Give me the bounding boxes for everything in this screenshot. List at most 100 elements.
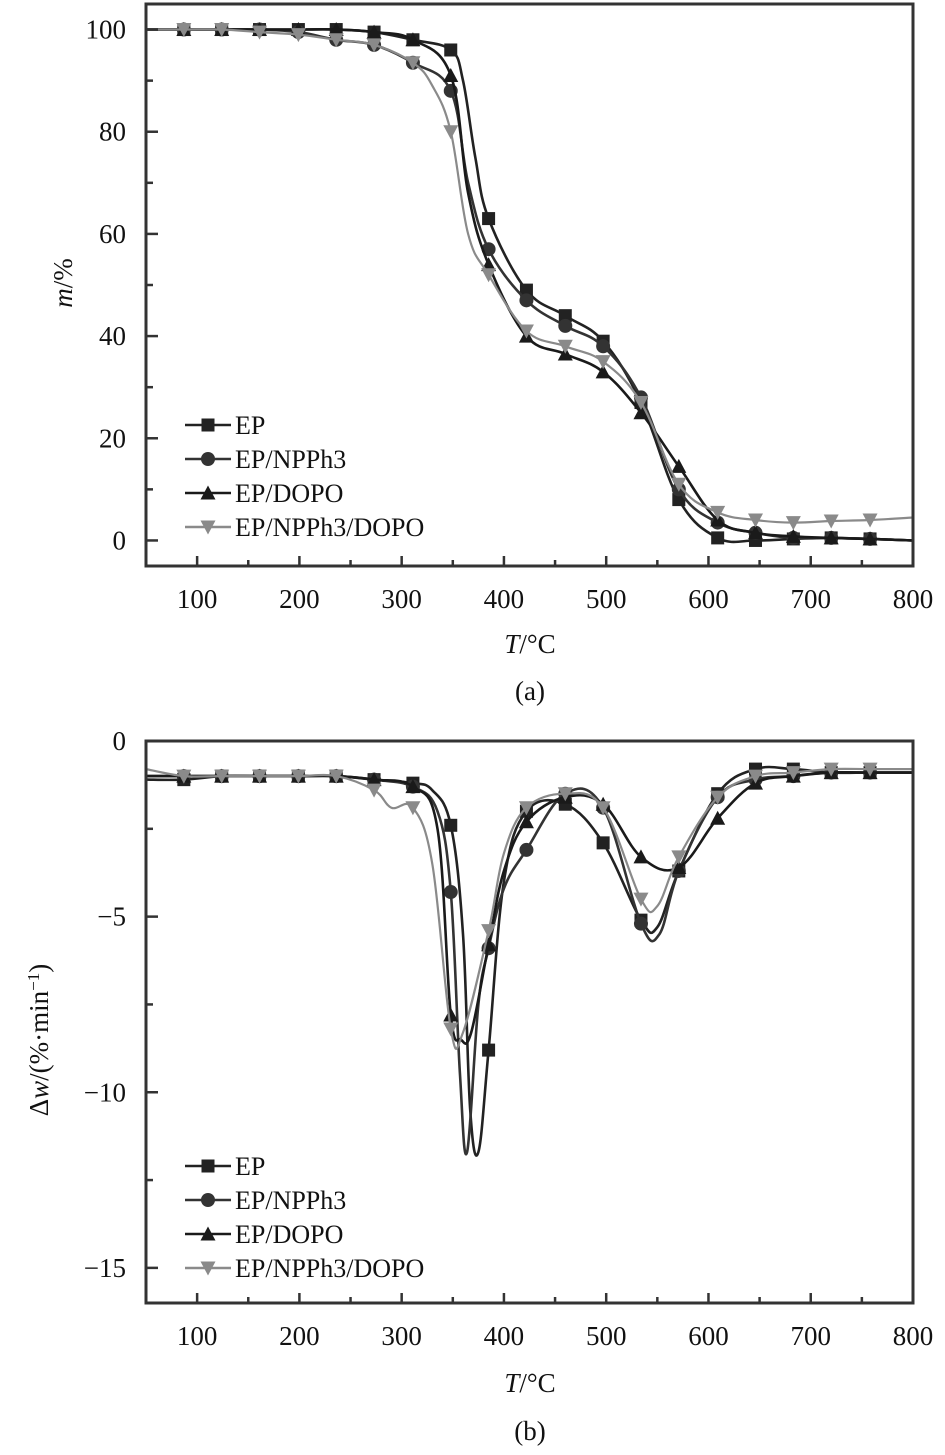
data-point bbox=[595, 801, 611, 816]
data-point bbox=[366, 38, 382, 53]
data-point bbox=[519, 283, 533, 297]
legend-label: EP/NPPh3/DOPO bbox=[235, 1254, 424, 1283]
x-tick-label: 400 bbox=[484, 584, 525, 614]
y-tick-label: 0 bbox=[113, 525, 127, 555]
data-point bbox=[558, 318, 573, 333]
data-point bbox=[862, 531, 878, 546]
legend-marker bbox=[201, 1159, 215, 1173]
legend-label: EP/NPPh3/DOPO bbox=[235, 513, 424, 542]
y-tick-label: 80 bbox=[99, 117, 126, 147]
legend-marker bbox=[201, 452, 215, 466]
data-point bbox=[710, 810, 726, 825]
x-tick-label: 200 bbox=[279, 584, 320, 614]
data-point bbox=[518, 801, 534, 816]
series-group bbox=[146, 762, 913, 1157]
legend-item: EP/NPPh3/DOPO bbox=[185, 1254, 424, 1283]
y-tick-label: −15 bbox=[84, 1253, 126, 1283]
legend-label: EP/NPPh3 bbox=[235, 445, 346, 474]
legend-label: EP bbox=[235, 411, 265, 440]
legend-label: EP/DOPO bbox=[235, 479, 343, 508]
data-point bbox=[252, 25, 268, 40]
data-point bbox=[823, 514, 839, 529]
data-point bbox=[823, 762, 839, 777]
data-point bbox=[518, 814, 534, 829]
legend-marker bbox=[200, 1261, 216, 1276]
legend-marker bbox=[200, 520, 216, 535]
data-point bbox=[443, 1022, 459, 1037]
data-point bbox=[405, 779, 421, 794]
x-tick-label: 700 bbox=[790, 1321, 831, 1351]
x-tick-label: 100 bbox=[177, 1321, 218, 1351]
legend-marker bbox=[200, 1226, 216, 1241]
legend-marker bbox=[201, 1193, 215, 1207]
data-point bbox=[711, 531, 725, 545]
data-point bbox=[785, 528, 801, 543]
x-tick-label: 300 bbox=[381, 1321, 422, 1351]
legend-item: EP bbox=[185, 411, 265, 440]
data-point bbox=[785, 766, 801, 781]
data-point bbox=[366, 24, 382, 39]
data-point bbox=[366, 772, 382, 787]
legend-a: EP EP/NPPh3 EP/DOPO EP/NPPh3/DOPO bbox=[185, 411, 424, 542]
series-ep-npph3-dopo bbox=[146, 762, 913, 1050]
legend-b: EP EP/NPPh3 EP/DOPO EP/NPPh3/DOPO bbox=[185, 1152, 424, 1283]
data-point bbox=[596, 339, 611, 354]
data-point bbox=[405, 32, 421, 47]
data-point bbox=[557, 787, 573, 802]
data-point bbox=[633, 916, 648, 931]
data-point bbox=[328, 33, 344, 48]
data-point bbox=[444, 818, 458, 832]
y-tick-label: −10 bbox=[84, 1077, 126, 1107]
data-point bbox=[176, 769, 192, 784]
data-point bbox=[405, 801, 421, 816]
y-tick-labels-a: 0 20 40 60 80 100 bbox=[86, 15, 127, 556]
legend-item: EP/DOPO bbox=[185, 479, 343, 508]
x-tick-label: 300 bbox=[381, 584, 422, 614]
data-point bbox=[482, 212, 496, 226]
data-point bbox=[633, 396, 649, 411]
data-point bbox=[328, 769, 344, 784]
series-ep-npph3-dopo bbox=[146, 23, 913, 531]
y-tick-label: −5 bbox=[97, 902, 126, 932]
legend-item: EP/NPPh3 bbox=[185, 445, 346, 474]
data-point bbox=[482, 1043, 496, 1057]
data-point bbox=[328, 22, 344, 37]
y-tick-labels-b: 0 −5 −10 −15 bbox=[84, 726, 126, 1283]
x-axis-title-b: T/°C bbox=[504, 1368, 555, 1398]
data-point bbox=[595, 355, 611, 370]
y-axis-title-a: m/% bbox=[48, 258, 78, 308]
data-point bbox=[748, 513, 764, 528]
data-point bbox=[785, 516, 801, 531]
data-point bbox=[443, 885, 458, 900]
chart-panel-b: 0 −5 −10 −15 100 200 300 400 500 600 700 800 Δw/(%… bbox=[24, 726, 934, 1446]
data-point bbox=[443, 125, 459, 140]
x-tick-label: 800 bbox=[893, 584, 934, 614]
data-point bbox=[671, 850, 687, 865]
data-point bbox=[595, 364, 611, 379]
data-point bbox=[290, 769, 306, 784]
data-point bbox=[671, 477, 687, 492]
legend-label: EP/DOPO bbox=[235, 1220, 343, 1249]
data-point bbox=[518, 324, 534, 339]
x-tick-label: 200 bbox=[279, 1321, 320, 1351]
data-point bbox=[214, 23, 230, 38]
data-point bbox=[481, 268, 497, 283]
x-tick-label: 700 bbox=[790, 584, 831, 614]
data-point bbox=[710, 505, 726, 520]
x-axis-title-a: T/°C bbox=[504, 629, 555, 659]
x-tick-label: 600 bbox=[688, 1321, 729, 1351]
legend-marker bbox=[201, 418, 215, 432]
data-point bbox=[748, 769, 764, 784]
data-point bbox=[252, 769, 268, 784]
y-tick-label: 40 bbox=[99, 321, 126, 351]
legend-item: EP/NPPh3 bbox=[185, 1186, 346, 1215]
series-line bbox=[146, 771, 913, 1156]
x-tick-label: 800 bbox=[893, 1321, 934, 1351]
y-tick-label: 20 bbox=[99, 423, 126, 453]
x-tick-labels-b: 100 200 300 400 500 600 700 800 bbox=[177, 1321, 933, 1351]
legend-item: EP bbox=[185, 1152, 265, 1181]
data-point bbox=[519, 293, 534, 308]
y-tick-label: 100 bbox=[86, 15, 127, 45]
data-point bbox=[823, 530, 839, 545]
